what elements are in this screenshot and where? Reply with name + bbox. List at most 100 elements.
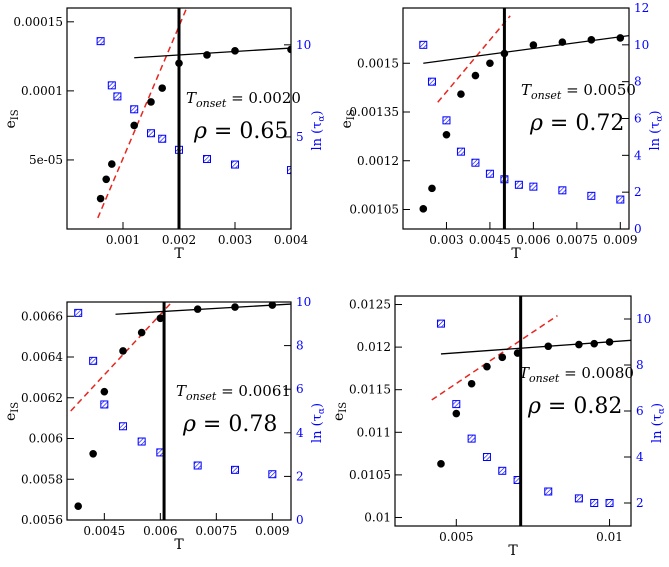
eis-marker bbox=[500, 49, 509, 58]
rho-value: = 0.78 bbox=[196, 412, 277, 437]
y-right-label-sub: α bbox=[317, 115, 327, 121]
y-right-tick-label: 10 bbox=[296, 38, 311, 52]
ln-tau-marker bbox=[456, 147, 465, 156]
y-left-tick-label: 0.0012 bbox=[357, 154, 399, 168]
ln-tau-marker bbox=[485, 169, 494, 178]
y-right-tick-label: 10 bbox=[634, 38, 649, 52]
y-right-tick-label: 2 bbox=[636, 496, 644, 510]
eis-marker bbox=[437, 460, 445, 468]
onset-annotation: Tonset = 0.0061 bbox=[176, 382, 291, 403]
ln-tau-marker bbox=[498, 466, 507, 475]
eis-marker bbox=[203, 51, 211, 59]
high-t-fit-line bbox=[115, 303, 291, 315]
eis-marker bbox=[137, 328, 146, 337]
ln-tau-marker bbox=[231, 465, 239, 474]
panel-bottom-left: 0.0045 0.006 0.0075 0.009 T 0.0056 0.0058 0.006… bbox=[3, 295, 327, 553]
y-right-label-close: ) bbox=[650, 403, 665, 408]
onset-annotation: Tonset = 0.0080 bbox=[519, 364, 634, 385]
ln-tau-marker bbox=[231, 160, 239, 169]
y-left-label-sub: IS bbox=[10, 402, 21, 413]
y-right-tick-label: 0 bbox=[634, 222, 642, 236]
y-left-tick-label: 0.0105 bbox=[349, 468, 391, 482]
ln-tau-marker bbox=[482, 453, 491, 461]
onset-value: = 0.0050 bbox=[561, 81, 636, 99]
y-right-label-base: ln (τ bbox=[650, 414, 665, 443]
rho-annotation: ρ = 0.82 bbox=[527, 394, 622, 419]
onset-symbol: T bbox=[176, 382, 187, 400]
eis-marker bbox=[587, 36, 596, 44]
eis-marker bbox=[513, 349, 522, 357]
ln-tau-marker bbox=[574, 494, 583, 503]
x-tick-label: 0.0075 bbox=[195, 524, 237, 538]
ln-tau-marker bbox=[107, 81, 116, 90]
y-left-tick-label: 0.00135 bbox=[349, 105, 399, 119]
eis-marker bbox=[287, 45, 291, 54]
x-tick-label: 0.004 bbox=[274, 233, 309, 247]
x-tick-label: 0.0045 bbox=[469, 233, 511, 247]
onset-annotation: Tonset = 0.0050 bbox=[521, 81, 636, 102]
y-right-axis-label: ln (τα) bbox=[648, 110, 665, 150]
eis-marker bbox=[74, 502, 82, 510]
low-t-fit-dashed-line bbox=[437, 15, 511, 103]
y-left-label-sub: IS bbox=[10, 109, 21, 120]
ln-tau-marker bbox=[74, 308, 83, 317]
eis-marker bbox=[130, 121, 138, 130]
y-right-tick-label: 5 bbox=[296, 130, 304, 144]
x-tick-label: 0.001 bbox=[106, 233, 140, 247]
eis-marker bbox=[119, 347, 127, 355]
onset-subscript: onset bbox=[196, 97, 227, 110]
ln-tau-marker bbox=[268, 470, 277, 479]
y-right-label-base: ln (τ bbox=[648, 122, 663, 151]
onset-subscript: onset bbox=[529, 372, 560, 385]
y-left-tick-label: 0.011 bbox=[357, 425, 391, 439]
y-right-label-sub: α bbox=[317, 408, 327, 414]
ln-tau-marker bbox=[130, 105, 139, 114]
eis-marker bbox=[96, 194, 105, 203]
plot-area bbox=[70, 302, 291, 520]
ln-tau-marker bbox=[605, 499, 614, 507]
ln-tau-marker bbox=[442, 116, 451, 125]
x-axis-label: T bbox=[174, 246, 184, 262]
y-right-label-close: ) bbox=[310, 403, 325, 408]
ln-tau-marker bbox=[287, 166, 291, 175]
rho-value: = 0.82 bbox=[541, 394, 622, 419]
y-left-tick-label: 0.0062 bbox=[21, 391, 63, 405]
y-left-tick-label: 0.0115 bbox=[349, 383, 391, 397]
ln-tau-marker bbox=[419, 40, 428, 49]
onset-annotation: Tonset = 0.0020 bbox=[186, 89, 301, 110]
onset-subscript: onset bbox=[531, 89, 562, 102]
ln-tau-marker bbox=[616, 195, 625, 204]
y-left-label-sub: IS bbox=[346, 109, 357, 120]
y-left-tick-label: 0.01 bbox=[364, 510, 391, 524]
onset-symbol: T bbox=[521, 81, 532, 99]
y-right-axis-label: ln (τα) bbox=[310, 403, 327, 443]
y-right-axis-label: ln (τα) bbox=[650, 403, 667, 443]
x-tick-label: 0.005 bbox=[439, 530, 473, 544]
y-right-label-base: ln (τ bbox=[310, 122, 325, 151]
ln-tau-marker bbox=[119, 422, 127, 431]
y-left-tick-label: 0.0125 bbox=[349, 298, 391, 312]
onset-value: = 0.0020 bbox=[226, 89, 301, 107]
eis-marker bbox=[605, 338, 614, 346]
y-left-tick-label: 0.006 bbox=[29, 432, 63, 446]
x-tick-label: 0.0075 bbox=[556, 233, 598, 247]
x-tick-label: 0.003 bbox=[218, 233, 252, 247]
eis-marker bbox=[193, 305, 202, 313]
high-t-fit-line bbox=[134, 47, 291, 59]
onset-value: = 0.0080 bbox=[559, 364, 634, 382]
x-tick-label: 0.0045 bbox=[83, 524, 125, 538]
y-left-label-base: e bbox=[331, 413, 347, 421]
x-axis-label: T bbox=[511, 246, 521, 262]
eis-marker bbox=[471, 71, 480, 80]
x-tick-label: 0.006 bbox=[143, 524, 177, 538]
eis-marker bbox=[108, 160, 116, 168]
ln-tau-marker bbox=[203, 155, 211, 164]
y-left-tick-label: 0.00105 bbox=[349, 203, 399, 217]
y-right-tick-label: 6 bbox=[296, 382, 304, 396]
ln-tau-marker bbox=[587, 191, 596, 200]
eis-marker bbox=[147, 98, 155, 106]
low-t-fit-dashed-line bbox=[97, 8, 188, 219]
ln-tau-marker bbox=[113, 92, 122, 101]
y-right-tick-label: 12 bbox=[634, 1, 649, 15]
rho-annotation: ρ = 0.65 bbox=[193, 119, 288, 144]
